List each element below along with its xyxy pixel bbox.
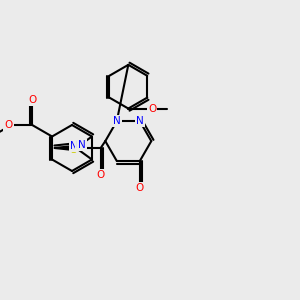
Text: H: H [76,140,82,149]
Text: O: O [97,170,105,180]
Text: O: O [28,95,36,105]
Text: N: N [78,140,86,150]
Text: O: O [4,120,13,130]
Text: N: N [70,141,77,151]
Text: S: S [70,145,76,155]
Text: N: N [136,116,144,126]
Text: O: O [136,183,144,193]
Text: O: O [148,103,156,113]
Text: N: N [113,116,121,126]
